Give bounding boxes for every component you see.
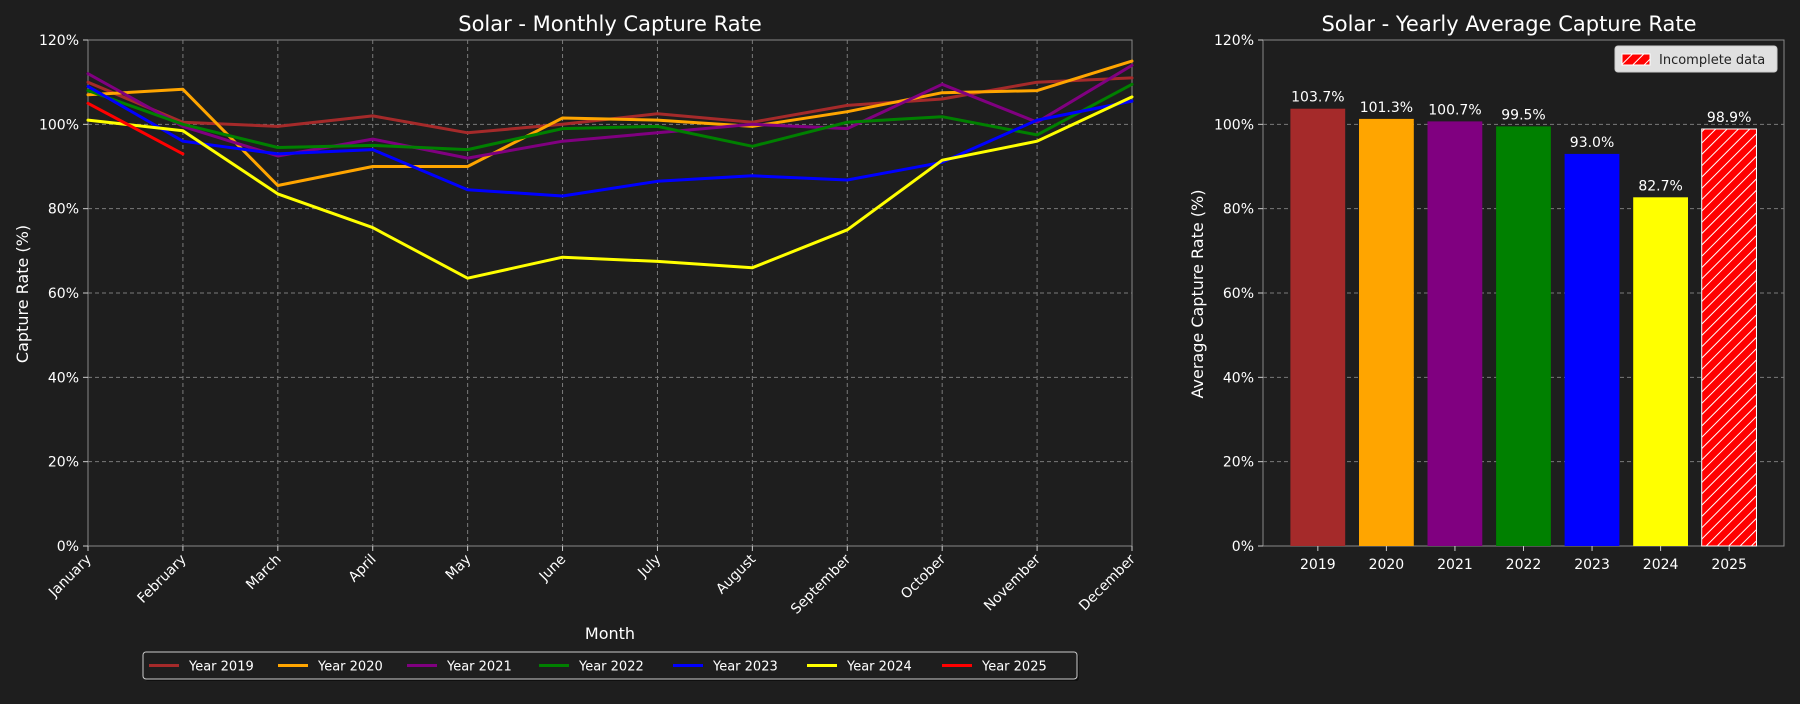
y-tick-label: 20% (48, 455, 79, 471)
x-tick-label: 2025 (1711, 557, 1747, 573)
legend-box (1614, 45, 1778, 73)
y-tick-label: 80% (1223, 202, 1254, 218)
bar-2019 (1290, 108, 1346, 546)
series-line-year-2025 (86, 101, 185, 156)
line-chart-title: Solar - Monthly Capture Rate (458, 12, 762, 36)
x-tick-label: 2023 (1574, 557, 1610, 573)
bar-2024 (1633, 197, 1688, 547)
series-line-year-2020 (86, 59, 1134, 187)
bar-data-label: 82.7% (1638, 178, 1682, 194)
bar-data-label: 100.7% (1428, 102, 1481, 118)
bar-chart-title: Solar - Yearly Average Capture Rate (1321, 12, 1696, 36)
y-tick-label: 120% (1214, 33, 1254, 49)
y-tick-label: 100% (1214, 117, 1254, 133)
y-tick-label: 60% (1223, 286, 1254, 302)
bar-chart-ylabel: Average Capture Rate (%) (1188, 190, 1207, 399)
x-tick-label: September (788, 551, 854, 617)
legend-label: Year 2021 (446, 660, 512, 675)
y-tick-label: 0% (57, 539, 79, 555)
x-tick-label: 2020 (1369, 557, 1405, 573)
x-tick-label: 2024 (1643, 557, 1679, 573)
x-tick-label: April (346, 552, 380, 586)
line-chart-legend: Year 2019 Year 2020 Year 2021 Year 2022 Year… (142, 651, 1079, 681)
series-line-year-2024 (86, 95, 1134, 280)
y-tick-label: 20% (1223, 455, 1254, 471)
series-line-year-2022 (86, 82, 1134, 152)
legend-label: Year 2019 (188, 660, 254, 675)
y-tick-label: 100% (39, 117, 79, 133)
x-tick-label: July (634, 552, 664, 582)
x-tick-label: October (898, 551, 949, 602)
legend-label: Year 2023 (712, 660, 778, 675)
legend-swatch (1621, 53, 1651, 66)
x-tick-label: February (135, 552, 190, 607)
y-tick-label: 0% (1232, 539, 1254, 555)
bar-data-label: 93.0% (1570, 135, 1614, 151)
legend-label: Year 2025 (981, 660, 1047, 675)
line-chart-plot: 0% 20% 40% 60% 80% 100% 120% January February Mar… (39, 33, 1139, 618)
line-chart-ylabel: Capture Rate (%) (13, 225, 32, 363)
x-tick-label: August (713, 551, 759, 597)
x-tick-label: 2019 (1300, 557, 1336, 573)
bar-chart-plot: 0% 20% 40% 60% 80% 100% 120% 103.7% 2019 101.3% 20… (1214, 33, 1785, 573)
line-chart-xlabel: Month (585, 624, 635, 643)
bar-data-label: 98.9% (1707, 110, 1751, 126)
y-tick-label: 80% (48, 202, 79, 218)
x-tick-label: November (981, 551, 1044, 614)
bar-2022 (1496, 126, 1551, 547)
x-tick-label: 2022 (1506, 557, 1542, 573)
bar-2025 (1701, 128, 1757, 547)
bar-2023 (1564, 153, 1620, 546)
x-tick-label: December (1076, 551, 1139, 614)
legend-label: Incomplete data (1659, 53, 1765, 68)
x-tick-label: March (243, 552, 284, 593)
bar-2021 (1427, 121, 1483, 547)
x-tick-label: January (45, 552, 95, 602)
y-tick-label: 120% (39, 33, 79, 49)
y-tick-label: 40% (1223, 370, 1254, 386)
bar-data-label: 101.3% (1360, 100, 1413, 116)
legend-label: Year 2020 (317, 660, 383, 675)
x-tick-label: June (536, 552, 570, 586)
bar-chart-legend: Incomplete data (1614, 45, 1778, 73)
x-tick-label: May (443, 552, 475, 584)
bar-data-label: 99.5% (1501, 107, 1545, 123)
legend-label: Year 2022 (578, 660, 644, 675)
bar-data-label: 103.7% (1291, 90, 1344, 106)
y-tick-label: 40% (48, 370, 79, 386)
y-tick-label: 60% (48, 286, 79, 302)
legend-label: Year 2024 (846, 660, 912, 675)
series-line-year-2023 (86, 84, 1134, 198)
bar-2020 (1359, 118, 1414, 547)
legend-box (142, 651, 1078, 680)
x-tick-label: 2021 (1437, 557, 1473, 573)
